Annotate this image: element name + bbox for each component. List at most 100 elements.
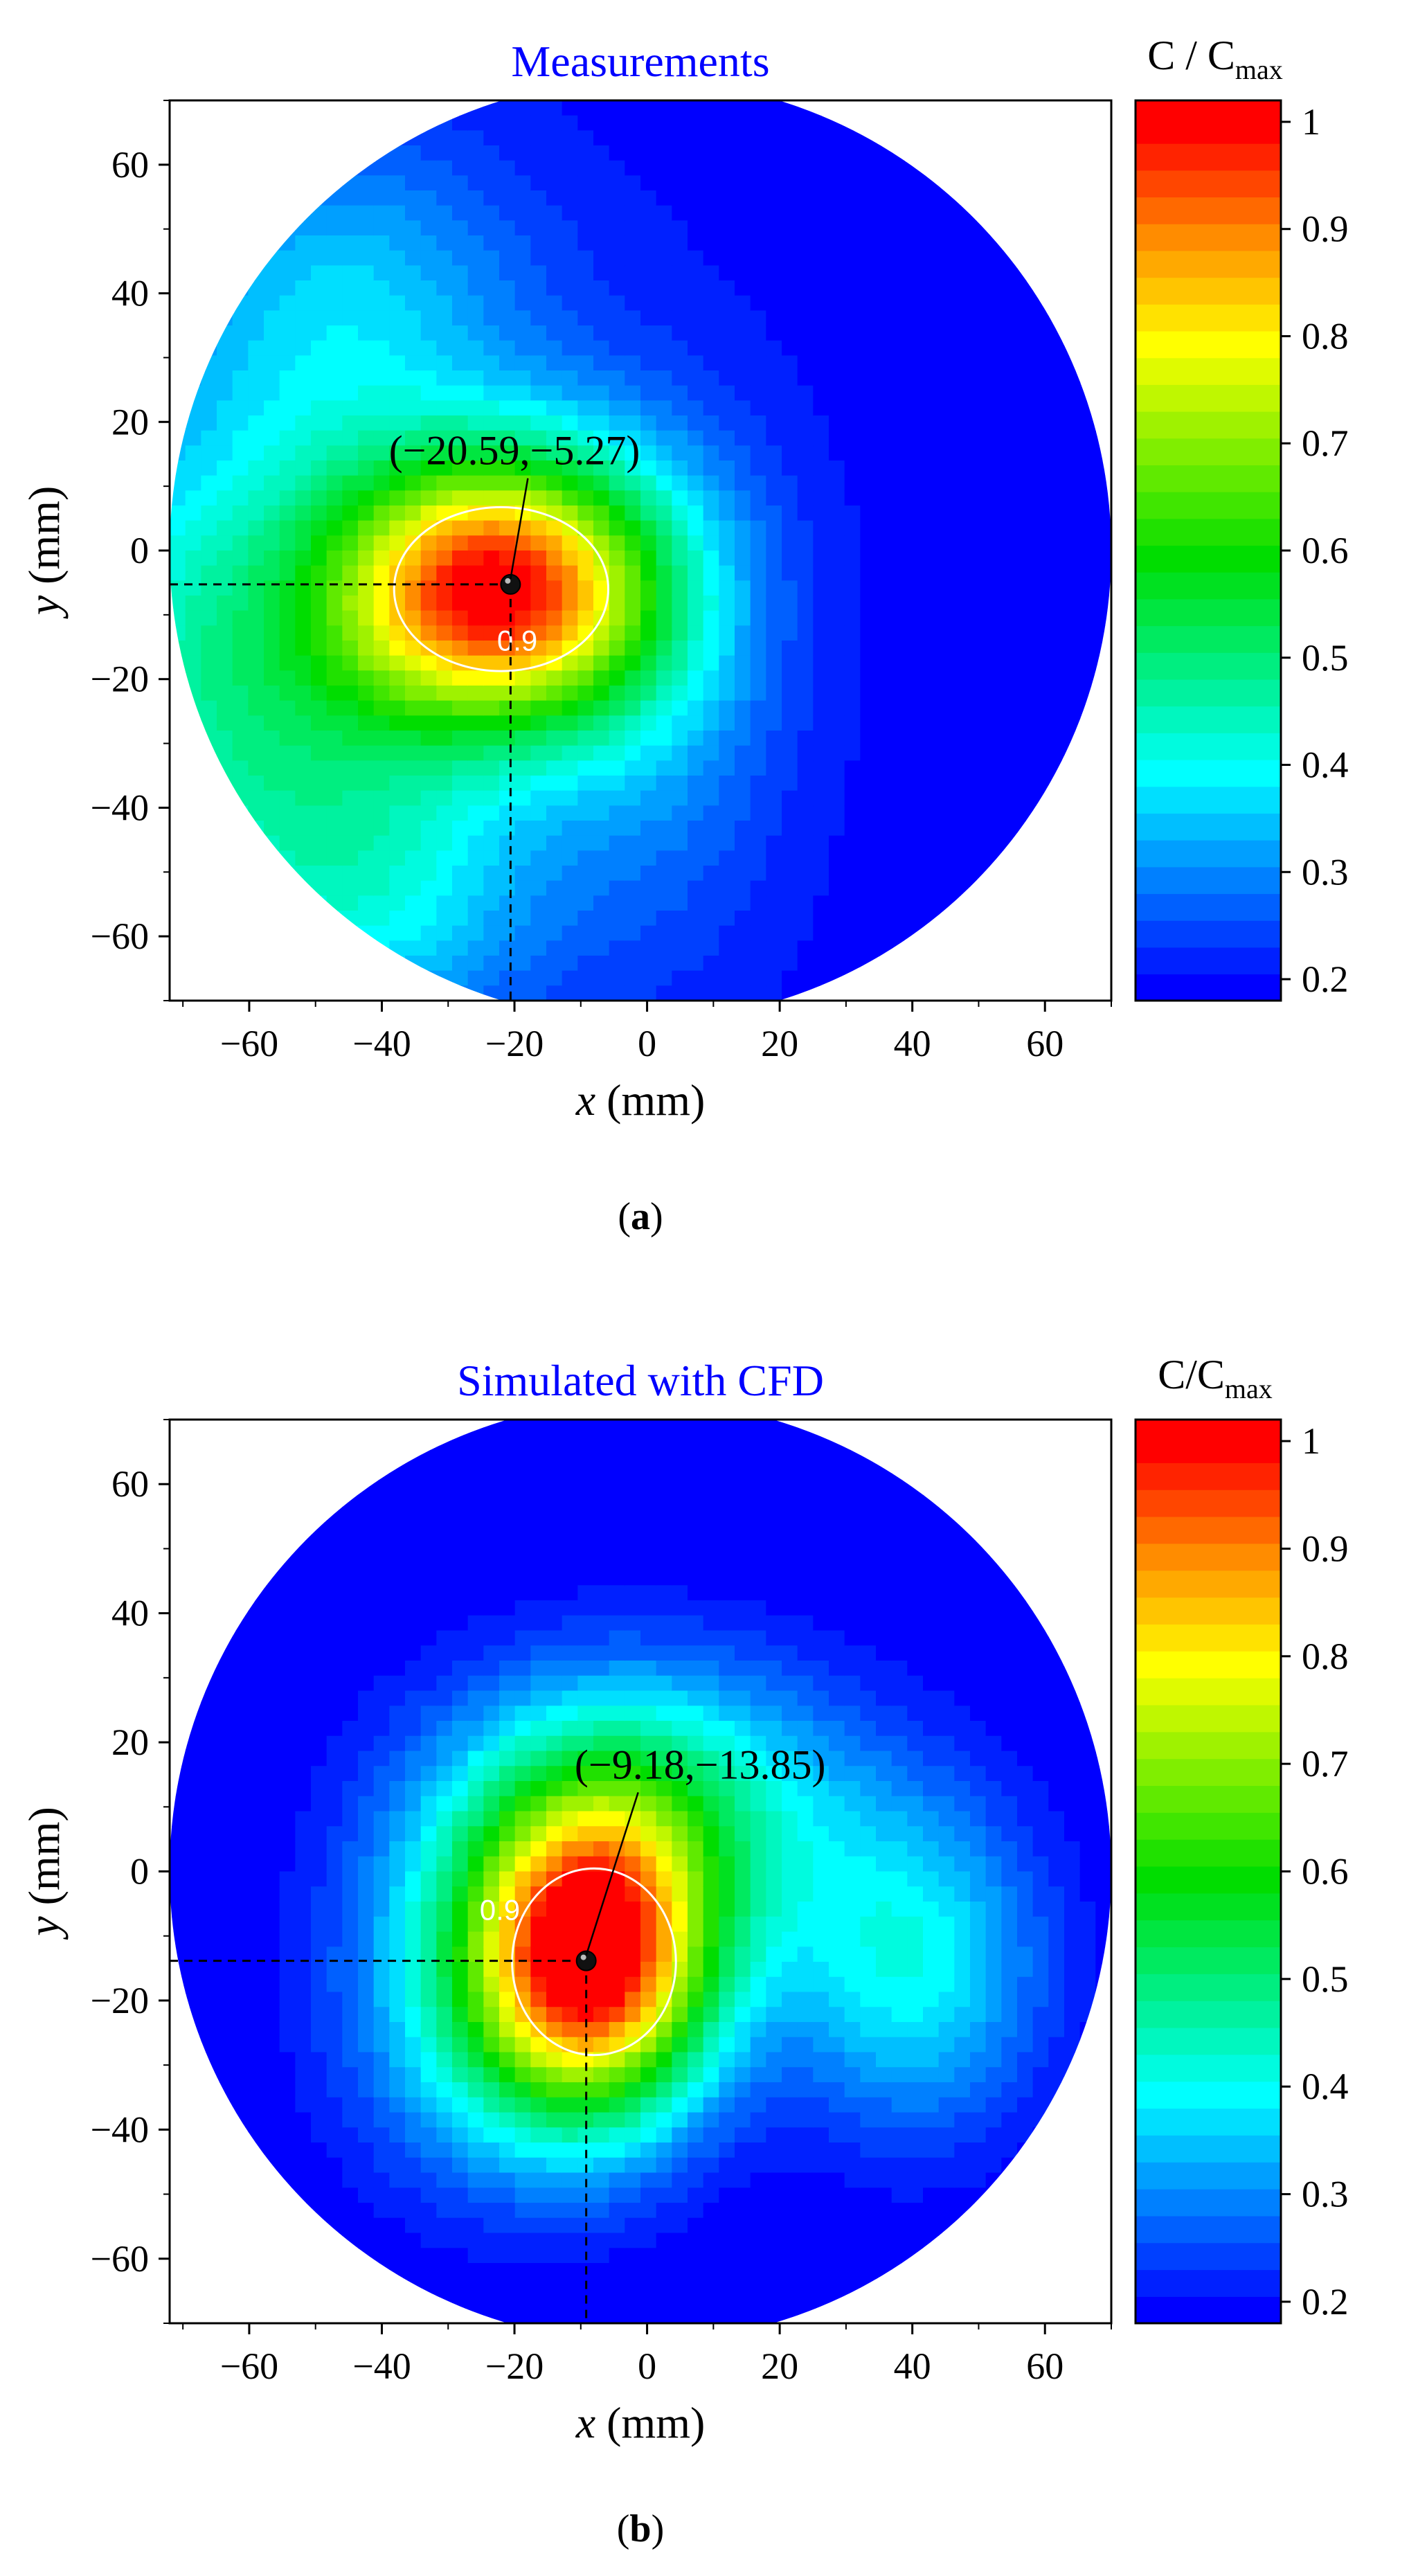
field-cell: [264, 490, 280, 506]
field-cell: [750, 190, 767, 206]
field-cell: [483, 1962, 500, 1978]
field-cell: [264, 130, 280, 146]
field-cell: [420, 866, 438, 882]
field-cell: [1032, 130, 1050, 146]
field-cell: [530, 100, 547, 116]
field-cell: [232, 445, 249, 461]
field-cell: [326, 551, 343, 566]
field-cell: [232, 1796, 249, 1812]
field-cell: [467, 2082, 485, 2098]
field-cell: [938, 641, 955, 656]
field-cell: [766, 235, 782, 251]
field-cell: [264, 2217, 280, 2234]
field-cell: [326, 2188, 343, 2203]
field-cell: [420, 1886, 438, 1902]
field-cell: [342, 385, 359, 402]
field-cell: [326, 1766, 343, 1782]
field-cell: [185, 310, 202, 326]
field-cell: [672, 415, 688, 431]
field-cell: [703, 610, 720, 627]
field-cell: [1079, 821, 1097, 837]
field-cell: [1048, 250, 1065, 267]
field-cell: [201, 895, 217, 911]
field-cell: [452, 445, 469, 461]
field-cell: [766, 445, 782, 461]
field-cell: [640, 490, 657, 506]
field-cell: [938, 776, 955, 791]
field-cell: [1079, 655, 1097, 672]
field-cell: [279, 1540, 296, 1556]
field-cell: [373, 1690, 391, 1707]
field-cell: [514, 145, 532, 161]
field-cell: [876, 325, 892, 341]
field-cell: [625, 145, 641, 161]
field-cell: [891, 506, 908, 521]
field-cell: [170, 1585, 186, 1601]
field-cell: [1064, 610, 1081, 627]
field-cell: [452, 715, 469, 731]
field-cell: [923, 220, 940, 236]
field-cell: [891, 731, 908, 746]
field-cell: [813, 610, 829, 627]
field-cell: [248, 790, 264, 807]
field-cell: [264, 2007, 280, 2023]
field-cell: [625, 430, 641, 447]
field-cell: [217, 1420, 233, 1435]
field-cell: [279, 1721, 296, 1737]
field-cell: [483, 911, 500, 927]
field-cell: [295, 625, 312, 641]
field-cell: [311, 310, 327, 326]
field-cell: [264, 551, 280, 566]
field-cell: [750, 430, 767, 447]
field-cell: [656, 686, 673, 701]
field-cell: [1048, 445, 1065, 461]
field-cell: [217, 1570, 233, 1586]
field-cell: [389, 430, 406, 447]
field-cell: [170, 1434, 186, 1451]
field-cell: [719, 731, 735, 746]
field-cell: [703, 821, 720, 837]
field-cell: [703, 731, 720, 746]
field-cell: [672, 985, 688, 1001]
field-cell: [813, 985, 829, 1001]
field-cell: [264, 1947, 280, 1962]
field-cell: [577, 686, 594, 701]
field-cell: [342, 2233, 359, 2249]
field-cell: [358, 760, 375, 776]
field-cell: [530, 190, 547, 206]
field-cell: [750, 776, 767, 791]
field-cell: [326, 2248, 343, 2264]
field-cell: [342, 835, 359, 852]
field-cell: [405, 2157, 422, 2174]
field-cell: [1017, 641, 1034, 656]
field-cell: [750, 490, 767, 506]
field-cell: [703, 790, 720, 807]
field-cell: [735, 145, 751, 161]
field-cell: [483, 625, 500, 641]
field-cell: [656, 415, 673, 431]
field-cell: [625, 715, 641, 731]
field-cell: [1095, 686, 1111, 701]
field-cell: [279, 100, 296, 116]
field-cell: [201, 145, 217, 161]
field-cell: [609, 506, 626, 521]
field-cell: [1001, 535, 1018, 551]
field-cell: [279, 130, 296, 146]
field-cell: [342, 2127, 359, 2143]
field-cell: [609, 355, 626, 371]
field-cell: [546, 205, 563, 222]
field-cell: [389, 2007, 406, 2023]
field-cell: [170, 970, 186, 987]
field-cell: [985, 535, 1003, 551]
field-cell: [970, 940, 987, 956]
field-cell: [514, 130, 532, 146]
field-cell: [1064, 310, 1081, 326]
field-cell: [1032, 235, 1050, 251]
field-cell: [389, 1510, 406, 1526]
field-cell: [672, 310, 688, 326]
field-cell: [373, 160, 391, 177]
field-cell: [264, 2172, 280, 2189]
field-cell: [358, 1976, 375, 1993]
field-cell: [185, 2308, 202, 2324]
field-cell: [342, 445, 359, 461]
